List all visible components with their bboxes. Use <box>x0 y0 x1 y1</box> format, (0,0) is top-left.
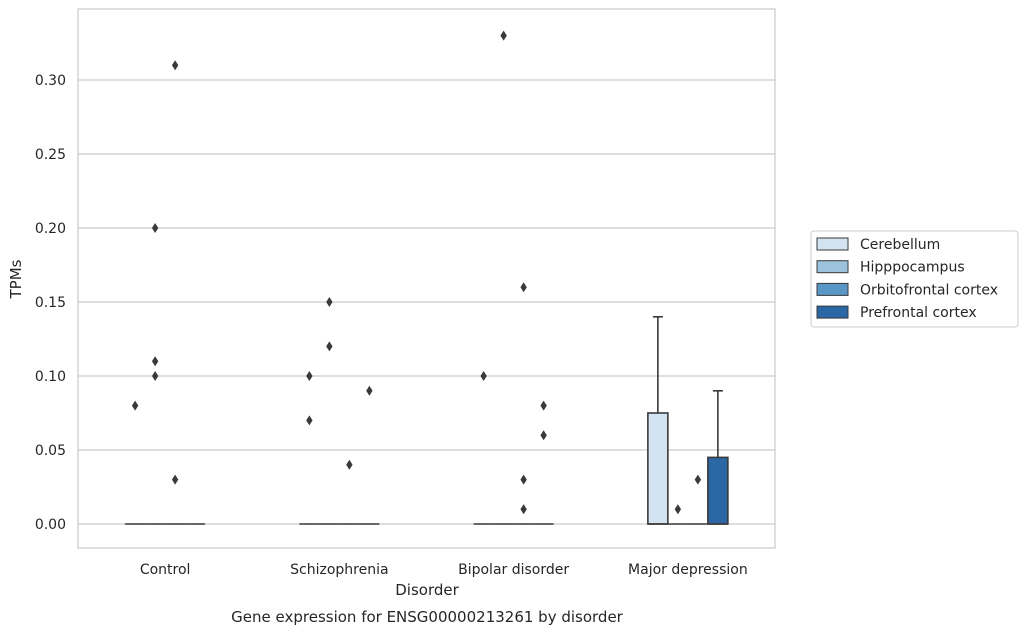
legend-swatch <box>816 282 849 296</box>
outlier-point <box>131 400 139 411</box>
outlier-point <box>694 474 702 485</box>
legend-entry: Hipppocampus <box>860 260 965 276</box>
outlier-point <box>674 504 682 515</box>
outlier-point <box>151 371 159 381</box>
legend-entry: Prefrontal cortex <box>860 305 977 321</box>
gridlines <box>78 79 775 525</box>
x-tick-label: Bipolar disorder <box>458 562 569 578</box>
outlier-point <box>540 400 547 411</box>
x-tick-label: Schizophrenia <box>290 562 388 578</box>
outlier-point <box>306 371 313 381</box>
outlier-point <box>520 504 527 515</box>
y-tick-label: 0.25 <box>35 147 66 163</box>
outlier-point <box>346 459 353 470</box>
outlier-point <box>326 341 333 352</box>
outlier-point <box>306 415 313 426</box>
legend-swatch <box>816 260 849 274</box>
outlier-point <box>366 385 373 396</box>
y-tick-label: 0.10 <box>35 369 66 385</box>
outlier-point <box>540 430 547 441</box>
y-tick-label: 0.15 <box>35 295 66 311</box>
outlier-point <box>326 297 333 307</box>
box <box>707 456 729 525</box>
legend-entry: Orbitofrontal cortex <box>860 282 998 298</box>
legend-entry: Cerebellum <box>860 237 940 253</box>
legend-swatch <box>816 237 849 251</box>
legend-frame <box>810 230 1019 328</box>
legend: Cerebellum Hipppocampus Orbitofrontal cort… <box>810 230 1019 328</box>
y-tick-label: 0.05 <box>35 443 66 459</box>
y-tick-label: 0.00 <box>35 517 66 533</box>
x-tick-label: Control <box>140 562 191 578</box>
outlier-point <box>500 30 507 41</box>
plot-area-frame <box>77 8 776 549</box>
outlier-point <box>480 371 487 381</box>
y-tick-label: 0.30 <box>35 73 66 89</box>
chart-caption: Gene expression for ENSG00000213261 by d… <box>231 608 624 626</box>
outlier-point <box>520 282 527 293</box>
x-axis-label: Disorder <box>395 581 459 599</box>
outlier-point <box>151 223 159 233</box>
y-tick-label: 0.20 <box>35 221 66 237</box>
y-axis-label: TPMs <box>7 259 25 299</box>
outlier-point <box>171 474 179 485</box>
legend-swatch <box>816 305 849 319</box>
y-tick-labels: 0.00 0.05 0.10 0.15 0.20 0.25 0.30 <box>35 73 66 533</box>
box <box>647 412 669 525</box>
x-tick-label: Major depression <box>628 562 748 578</box>
outlier-point <box>171 60 179 71</box>
outlier-point <box>520 474 527 485</box>
outlier-point <box>151 356 159 367</box>
x-tick-labels: Control Schizophrenia Bipolar disorder Majo… <box>140 562 748 578</box>
box-marks <box>125 30 729 525</box>
